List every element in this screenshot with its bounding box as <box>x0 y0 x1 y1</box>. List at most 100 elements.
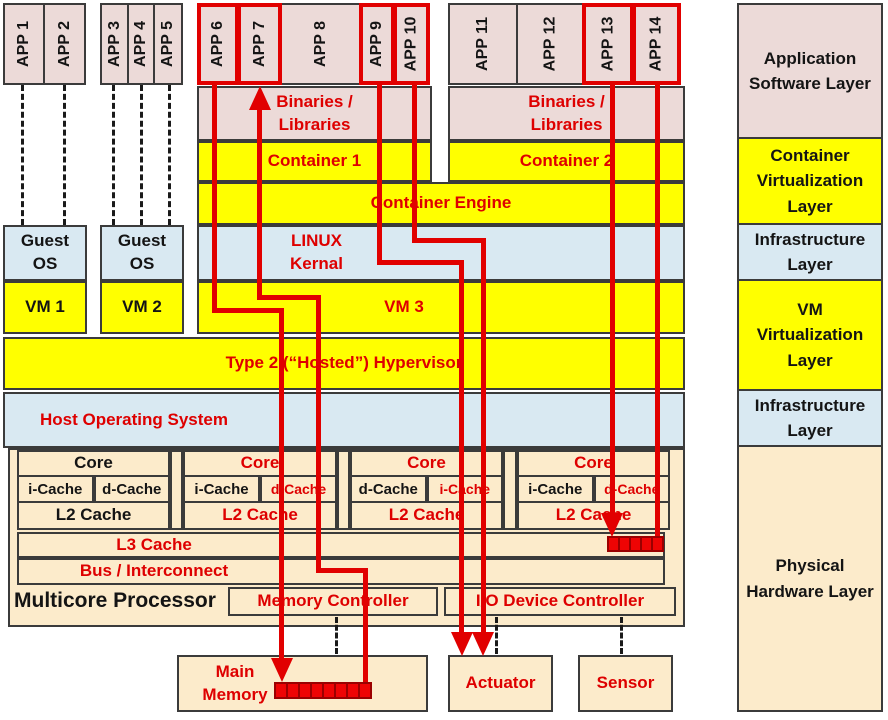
app-group-vm2: APP 3 APP 4 APP 5 <box>100 3 183 85</box>
container-1-label: Container 1 <box>267 151 362 171</box>
i-cache-cell: i-Cache <box>183 475 260 503</box>
flow-app9-down2 <box>459 260 464 635</box>
flow-app6-down <box>212 83 217 313</box>
app-label: APP 1 <box>15 21 33 67</box>
sensor-label: Sensor <box>596 673 655 693</box>
app-label: APP 3 <box>105 21 123 67</box>
app-label: APP 10 <box>402 16 420 72</box>
binaries-libraries-1: Binaries / Libraries <box>197 86 432 141</box>
d-cache-cell: d-Cache <box>350 475 427 503</box>
app-label: APP 7 <box>250 21 268 67</box>
vm-2: VM 2 <box>100 281 184 334</box>
host-os: Host Operating System <box>3 392 685 448</box>
app-label: APP 6 <box>209 21 227 67</box>
flow-app14-leg <box>655 83 660 539</box>
app-label: APP 4 <box>132 21 150 67</box>
legend-infrastructure-layer-2: Infrastructure Layer <box>737 389 883 447</box>
app-label: APP 2 <box>55 21 73 67</box>
core-separator <box>337 450 350 530</box>
app-box: APP 8 <box>280 3 361 85</box>
bus-interconnect-label: Bus / Interconnect <box>79 561 229 581</box>
flow-app10-down <box>412 83 417 243</box>
core-title: Core <box>517 450 670 477</box>
core-title: Core <box>17 450 170 477</box>
hypervisor: Type 2 (“Hosted”) Hypervisor <box>3 337 685 390</box>
i-cache-cell: i-Cache <box>517 475 594 503</box>
legend-infrastructure-layer-1: Infrastructure Layer <box>737 223 883 281</box>
actuator: Actuator <box>448 655 553 712</box>
l2-cache-cell: L2 Cache <box>183 501 337 530</box>
l2-cache-cell: L2 Cache <box>350 501 503 530</box>
actuator-label: Actuator <box>465 673 536 693</box>
bus-interconnect-row: Bus / Interconnect <box>17 558 665 585</box>
flow-app7-jog <box>257 295 321 300</box>
linux-kernel: LINUX Kernal <box>197 225 685 281</box>
core-title: Core <box>350 450 503 477</box>
d-cache-cell: d-Cache <box>260 475 337 503</box>
app-box-highlighted: APP 6 <box>197 3 239 85</box>
app-box-highlighted: APP 14 <box>632 3 681 85</box>
arrowhead-into-app7 <box>249 86 271 110</box>
core-1: Core i-Cache d-Cache L2 Cache <box>17 450 170 530</box>
i-cache-cell: i-Cache <box>17 475 94 503</box>
dashed-link-ioctrl-sensor <box>620 617 623 654</box>
core-separator <box>170 450 183 530</box>
dashed-link-app1-guestos <box>21 85 24 225</box>
hypervisor-label: Type 2 (“Hosted”) Hypervisor <box>225 353 463 373</box>
memory-controller-label: Memory Controller <box>257 591 409 611</box>
app-group-container1: APP 6 APP 7 APP 8 APP 9 APP 10 <box>197 3 430 85</box>
dashed-link-app3-guestos <box>112 85 115 225</box>
flow-app6-down2 <box>279 308 284 660</box>
flow-app7-mid <box>316 295 321 573</box>
app-box: APP 12 <box>516 3 584 85</box>
container-1: Container 1 <box>197 141 432 182</box>
flow-app9-jog <box>377 260 464 265</box>
app-label: APP 11 <box>474 17 491 71</box>
core-3: Core d-Cache i-Cache L2 Cache <box>350 450 503 530</box>
app-label: APP 9 <box>368 21 386 67</box>
core-separator <box>503 450 517 530</box>
binaries-libraries-label: Binaries / Libraries <box>276 91 353 134</box>
container-engine-label: Container Engine <box>370 193 512 213</box>
legend-application-software-layer: Application Software Layer <box>737 3 883 139</box>
d-cache-cell: d-Cache <box>93 475 170 503</box>
memory-cell <box>651 536 664 552</box>
dashed-link-app5-guestos <box>168 85 171 225</box>
multicore-processor-label: Multicore Processor <box>14 589 216 612</box>
app-group-container2: APP 11 APP 12 APP 13 APP 14 <box>448 3 681 85</box>
vm-1-label: VM 1 <box>25 297 65 317</box>
dashed-link-memctrl-mainmemory <box>335 617 338 654</box>
l2-cache-cell: L2 Cache <box>17 501 170 530</box>
core-2: Core i-Cache d-Cache L2 Cache <box>183 450 337 530</box>
l3-cache-row: L3 Cache <box>17 532 665 558</box>
app-box: APP 5 <box>153 3 183 85</box>
io-device-controller-label: I/O Device Controller <box>475 591 645 611</box>
core-title: Core <box>183 450 337 477</box>
vm-3-label: VM 3 <box>384 297 424 317</box>
sensor: Sensor <box>578 655 673 712</box>
dashed-link-app4-guestos <box>140 85 143 225</box>
app-box: APP 3 <box>100 3 129 85</box>
i-cache-cell: i-Cache <box>426 475 503 503</box>
app-label: APP 5 <box>159 21 177 67</box>
io-device-controller: I/O Device Controller <box>444 587 676 616</box>
l3-cache-label: L3 Cache <box>116 534 192 554</box>
app-group-vm1: APP 1 APP 2 <box>3 3 86 85</box>
app-box-highlighted: APP 9 <box>359 3 395 85</box>
legend-vm-virtualization-layer: VM Virtualization Layer <box>737 279 883 391</box>
core-4: Core i-Cache d-Cache L2 Cache <box>517 450 670 530</box>
app-label: APP 12 <box>540 16 558 72</box>
vm-3: VM 3 <box>197 281 685 334</box>
arrowhead-into-actuator-2 <box>472 632 494 656</box>
legend-container-virtualization-layer: Container Virtualization Layer <box>737 137 883 225</box>
flow-app7-up <box>257 108 262 300</box>
binaries-libraries-label: Binaries / Libraries <box>528 91 605 134</box>
arrowhead-into-actuator-1 <box>451 632 473 656</box>
memory-cell <box>358 682 372 699</box>
guest-os-label: Guest OS <box>20 231 70 273</box>
arrowhead-into-main-memory <box>271 658 293 682</box>
arrowhead-into-l3-cache <box>601 513 623 537</box>
app-box-highlighted: APP 7 <box>237 3 282 85</box>
linux-kernel-label: LINUX Kernal <box>290 231 343 273</box>
